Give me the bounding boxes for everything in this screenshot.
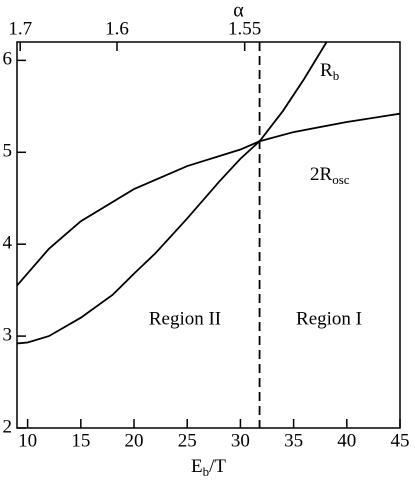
- x2-tick-label: 1.7: [8, 18, 32, 39]
- curve-label-main: R: [320, 60, 333, 81]
- x-axis-label-rest: /T: [209, 456, 226, 477]
- x2-tick-label: 1.6: [105, 18, 129, 39]
- y-tick-label: 5: [3, 141, 13, 162]
- x-axis-label-sub: b: [203, 464, 210, 479]
- x-axis-label: Eb/T: [191, 456, 226, 479]
- x-tick-label: 20: [125, 430, 144, 451]
- y-tick-label: 3: [3, 324, 13, 345]
- region-label: Region II: [149, 308, 221, 329]
- plot-frame: [16, 41, 401, 429]
- curve-label-main: 2R: [310, 164, 333, 185]
- y-tick-label: 4: [3, 233, 13, 254]
- x-tick-label: 35: [284, 430, 303, 451]
- x-tick-label: 40: [337, 430, 356, 451]
- region-label: Region I: [296, 308, 362, 329]
- x-tick-label: 10: [18, 430, 37, 451]
- curve-label: 2Rosc: [310, 164, 350, 187]
- y-tick-label: 2: [3, 416, 13, 437]
- x2-tick-label: 1.55: [228, 18, 261, 39]
- x-tick-label: 45: [391, 430, 410, 451]
- curve: [16, 41, 328, 345]
- x2-axis-label: α: [233, 0, 244, 22]
- x-axis-label-main: E: [191, 456, 203, 477]
- x-tick-label: 15: [71, 430, 90, 451]
- y-tick-label: 6: [3, 49, 13, 70]
- curve-label-sub: osc: [332, 172, 350, 187]
- curve-label-sub: b: [333, 68, 340, 83]
- curve-label: Rb: [320, 60, 339, 83]
- x-tick-label: 25: [178, 430, 197, 451]
- x-tick-label: 30: [231, 430, 250, 451]
- curve: [16, 112, 401, 287]
